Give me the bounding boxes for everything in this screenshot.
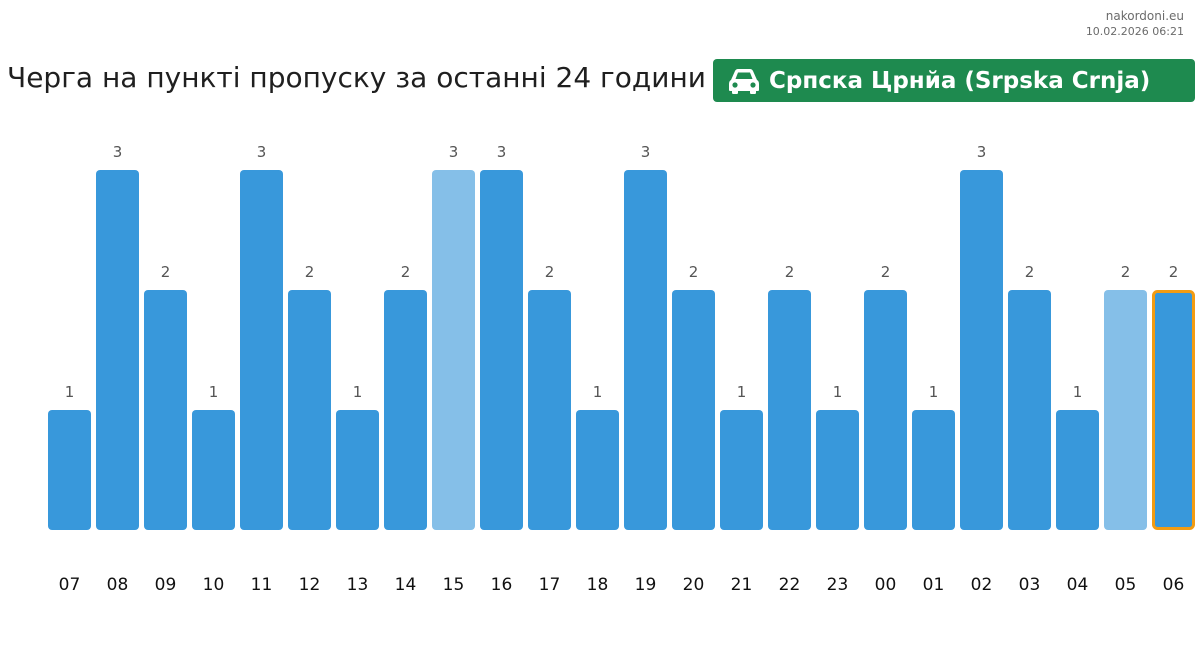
tick-label-12: 12 (299, 575, 321, 595)
bar-13 (336, 410, 379, 530)
bar-16 (480, 170, 523, 530)
tick-label-16: 16 (491, 575, 513, 595)
value-label-18: 1 (593, 383, 603, 401)
value-label-20: 2 (689, 263, 699, 281)
checkpoint-badge: Српска Црнйа (Srpska Crnja) (713, 59, 1195, 102)
value-label-19: 3 (641, 143, 651, 161)
value-label-06: 2 (1169, 263, 1179, 281)
value-label-11: 3 (257, 143, 267, 161)
value-label-22: 2 (785, 263, 795, 281)
tick-label-21: 21 (731, 575, 753, 595)
bar-14 (384, 290, 427, 530)
bar-18 (576, 410, 619, 530)
bar-17 (528, 290, 571, 530)
value-label-12: 2 (305, 263, 315, 281)
tick-label-13: 13 (347, 575, 369, 595)
tick-label-08: 08 (107, 575, 129, 595)
tick-label-18: 18 (587, 575, 609, 595)
value-label-09: 2 (161, 263, 171, 281)
value-label-03: 2 (1025, 263, 1035, 281)
bar-04 (1056, 410, 1099, 530)
bar-11 (240, 170, 283, 530)
value-label-10: 1 (209, 383, 219, 401)
bar-03 (1008, 290, 1051, 530)
tick-label-10: 10 (203, 575, 225, 595)
value-label-01: 1 (929, 383, 939, 401)
tick-label-07: 07 (59, 575, 81, 595)
value-label-08: 3 (113, 143, 123, 161)
tick-label-09: 09 (155, 575, 177, 595)
site-name: nakordoni.eu (1105, 9, 1184, 23)
bar-08 (96, 170, 139, 530)
bar-23 (816, 410, 859, 530)
bar-10 (192, 410, 235, 530)
value-label-16: 3 (497, 143, 507, 161)
value-label-00: 2 (881, 263, 891, 281)
bar-20 (672, 290, 715, 530)
tick-label-19: 19 (635, 575, 657, 595)
tick-label-04: 04 (1067, 575, 1089, 595)
bar-22 (768, 290, 811, 530)
bar-06 (1152, 290, 1195, 530)
tick-label-01: 01 (923, 575, 945, 595)
checkpoint-name: Српска Црнйа (Srpska Crnja) (769, 67, 1151, 94)
tick-label-03: 03 (1019, 575, 1041, 595)
value-label-13: 1 (353, 383, 363, 401)
car-icon (729, 68, 759, 94)
tick-label-23: 23 (827, 575, 849, 595)
bar-21 (720, 410, 763, 530)
value-label-04: 1 (1073, 383, 1083, 401)
tick-label-15: 15 (443, 575, 465, 595)
tick-label-06: 06 (1163, 575, 1185, 595)
value-label-21: 1 (737, 383, 747, 401)
tick-label-14: 14 (395, 575, 417, 595)
tick-label-02: 02 (971, 575, 993, 595)
page-title: Черга на пункті пропуску за останні 24 г… (7, 61, 706, 94)
brand-block: nakordoni.eu 10.02.2026 06:21 (1086, 9, 1184, 40)
value-label-05: 2 (1121, 263, 1131, 281)
timestamp: 10.02.2026 06:21 (1085, 25, 1184, 38)
tick-label-00: 00 (875, 575, 897, 595)
bar-01 (912, 410, 955, 530)
value-label-15: 3 (449, 143, 459, 161)
bar-09 (144, 290, 187, 530)
tick-label-11: 11 (251, 575, 273, 595)
tick-label-22: 22 (779, 575, 801, 595)
bar-19 (624, 170, 667, 530)
bar-02 (960, 170, 1003, 530)
bar-05 (1104, 290, 1147, 530)
value-label-23: 1 (833, 383, 843, 401)
bar-15 (432, 170, 475, 530)
bar-00 (864, 290, 907, 530)
tick-label-05: 05 (1115, 575, 1137, 595)
value-label-02: 3 (977, 143, 987, 161)
bar-07 (48, 410, 91, 530)
value-label-17: 2 (545, 263, 555, 281)
value-label-07: 1 (65, 383, 75, 401)
tick-label-20: 20 (683, 575, 705, 595)
bar-12 (288, 290, 331, 530)
tick-label-17: 17 (539, 575, 561, 595)
value-label-14: 2 (401, 263, 411, 281)
